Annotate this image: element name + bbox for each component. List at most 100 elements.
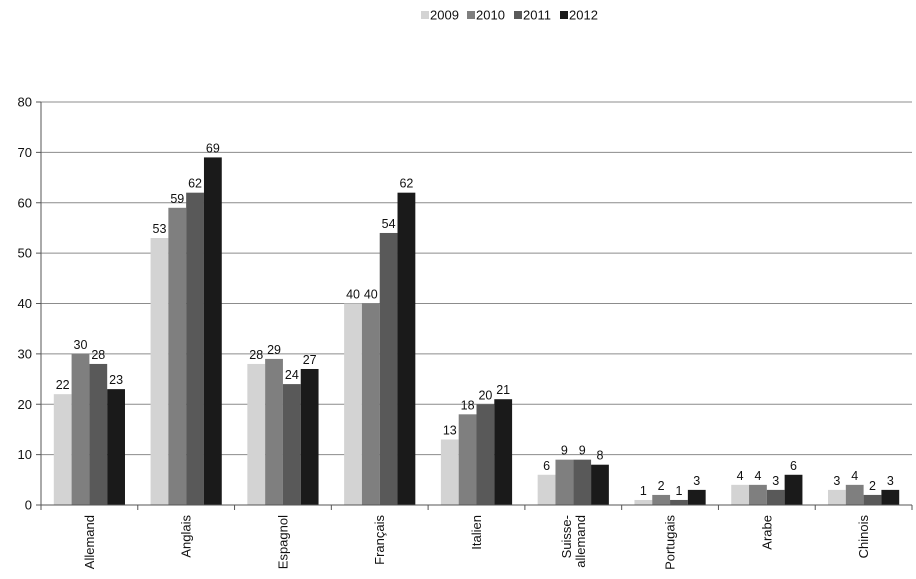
data-label: 62: [188, 177, 202, 191]
x-category-label: Espagnol: [275, 515, 290, 569]
data-label: 40: [346, 288, 360, 302]
data-label: 69: [206, 141, 220, 155]
bar: [863, 494, 882, 505]
data-label: 6: [790, 459, 797, 473]
data-label: 24: [285, 368, 299, 382]
data-label: 3: [772, 474, 779, 488]
legend: 2009 2010 2011 2012: [421, 8, 598, 23]
y-tick-label: 70: [18, 145, 32, 160]
data-label: 13: [443, 424, 457, 438]
bar: [476, 404, 495, 505]
x-tick-label: Français: [372, 515, 387, 565]
y-tick-label: 10: [18, 447, 32, 462]
x-category-label: Arabe: [759, 515, 774, 550]
x-category-label: Chinois: [856, 515, 871, 559]
bar: [300, 368, 319, 505]
legend-label: 2012: [569, 8, 598, 23]
x-tick-label: Allemand: [82, 515, 97, 569]
data-label: 40: [364, 288, 378, 302]
bar: [344, 303, 362, 505]
bar: [555, 459, 574, 505]
data-label: 28: [249, 348, 263, 362]
y-axis: 0 10 20 30 40 50 60 70 80: [18, 95, 42, 513]
data-label: 21: [496, 383, 510, 397]
data-label: 2: [869, 479, 876, 493]
x-category-label: Italien: [469, 515, 484, 550]
bar: [652, 494, 671, 505]
data-label: 22: [56, 378, 70, 392]
data-label: 4: [851, 469, 858, 483]
x-category-label: Suisse-allemand: [559, 515, 588, 568]
data-label: 8: [597, 449, 604, 463]
data-label: 23: [109, 373, 123, 387]
bar: [203, 157, 222, 505]
bars: [53, 157, 900, 506]
x-axis: Allemand Anglais Espagnol Français Italien Su…: [40, 504, 913, 570]
data-label: 18: [461, 398, 475, 412]
x-tick-label: allemand: [573, 515, 588, 568]
bar: [766, 489, 785, 505]
bar: [670, 499, 688, 505]
bar: [828, 489, 846, 505]
bar: [440, 439, 459, 505]
bar: [731, 484, 750, 505]
bar: [749, 484, 767, 505]
x-tick-label: Suisse-: [559, 515, 574, 558]
x-tick-label: Chinois: [856, 515, 871, 559]
data-label: 62: [399, 177, 413, 191]
legend-swatch: [467, 11, 475, 19]
bar: [494, 399, 513, 505]
data-label: 20: [478, 388, 492, 402]
y-tick-label: 60: [18, 195, 32, 210]
data-label: 3: [693, 474, 700, 488]
data-label: 54: [382, 217, 396, 231]
legend-swatch: [514, 11, 522, 19]
legend-swatch: [560, 11, 568, 19]
x-tick-label: Portugais: [663, 515, 678, 570]
data-label: 9: [579, 444, 586, 458]
data-label: 3: [887, 474, 894, 488]
y-tick-label: 80: [18, 95, 32, 110]
data-label: 29: [267, 343, 281, 357]
bar: [89, 363, 108, 505]
data-label: 6: [543, 459, 550, 473]
x-category-label: Français: [372, 515, 387, 565]
bar: [845, 484, 864, 505]
data-label: 28: [91, 348, 105, 362]
x-tick-label: Espagnol: [275, 515, 290, 569]
bar: [537, 474, 556, 505]
bar: [186, 192, 204, 506]
data-label: 3: [833, 474, 840, 488]
bar: [634, 499, 653, 505]
data-label: 1: [640, 484, 647, 498]
bar: [784, 474, 803, 505]
data-label: 9: [561, 444, 568, 458]
bar: [53, 394, 72, 505]
bar: [265, 358, 283, 505]
data-label: 4: [737, 469, 744, 483]
bar: [247, 363, 266, 505]
bar: [150, 238, 169, 505]
bar: [881, 489, 900, 505]
data-label: 59: [170, 192, 184, 206]
legend-label: 2010: [476, 8, 505, 23]
bar: [687, 489, 706, 505]
data-label: 30: [74, 338, 88, 352]
bar: [168, 207, 187, 505]
bar: [282, 384, 301, 505]
bar: [107, 389, 125, 505]
x-tick-label: Arabe: [759, 515, 774, 550]
bar: [591, 464, 609, 505]
data-label: 27: [303, 353, 317, 367]
bar: [379, 232, 398, 505]
data-label: 53: [153, 222, 167, 236]
x-category-label: Portugais: [663, 515, 678, 570]
bar: [71, 353, 90, 505]
y-tick-label: 30: [18, 346, 32, 361]
y-tick-label: 0: [25, 498, 32, 513]
legend-label: 2011: [523, 8, 551, 23]
y-tick-label: 20: [18, 397, 32, 412]
bar: [573, 459, 592, 505]
